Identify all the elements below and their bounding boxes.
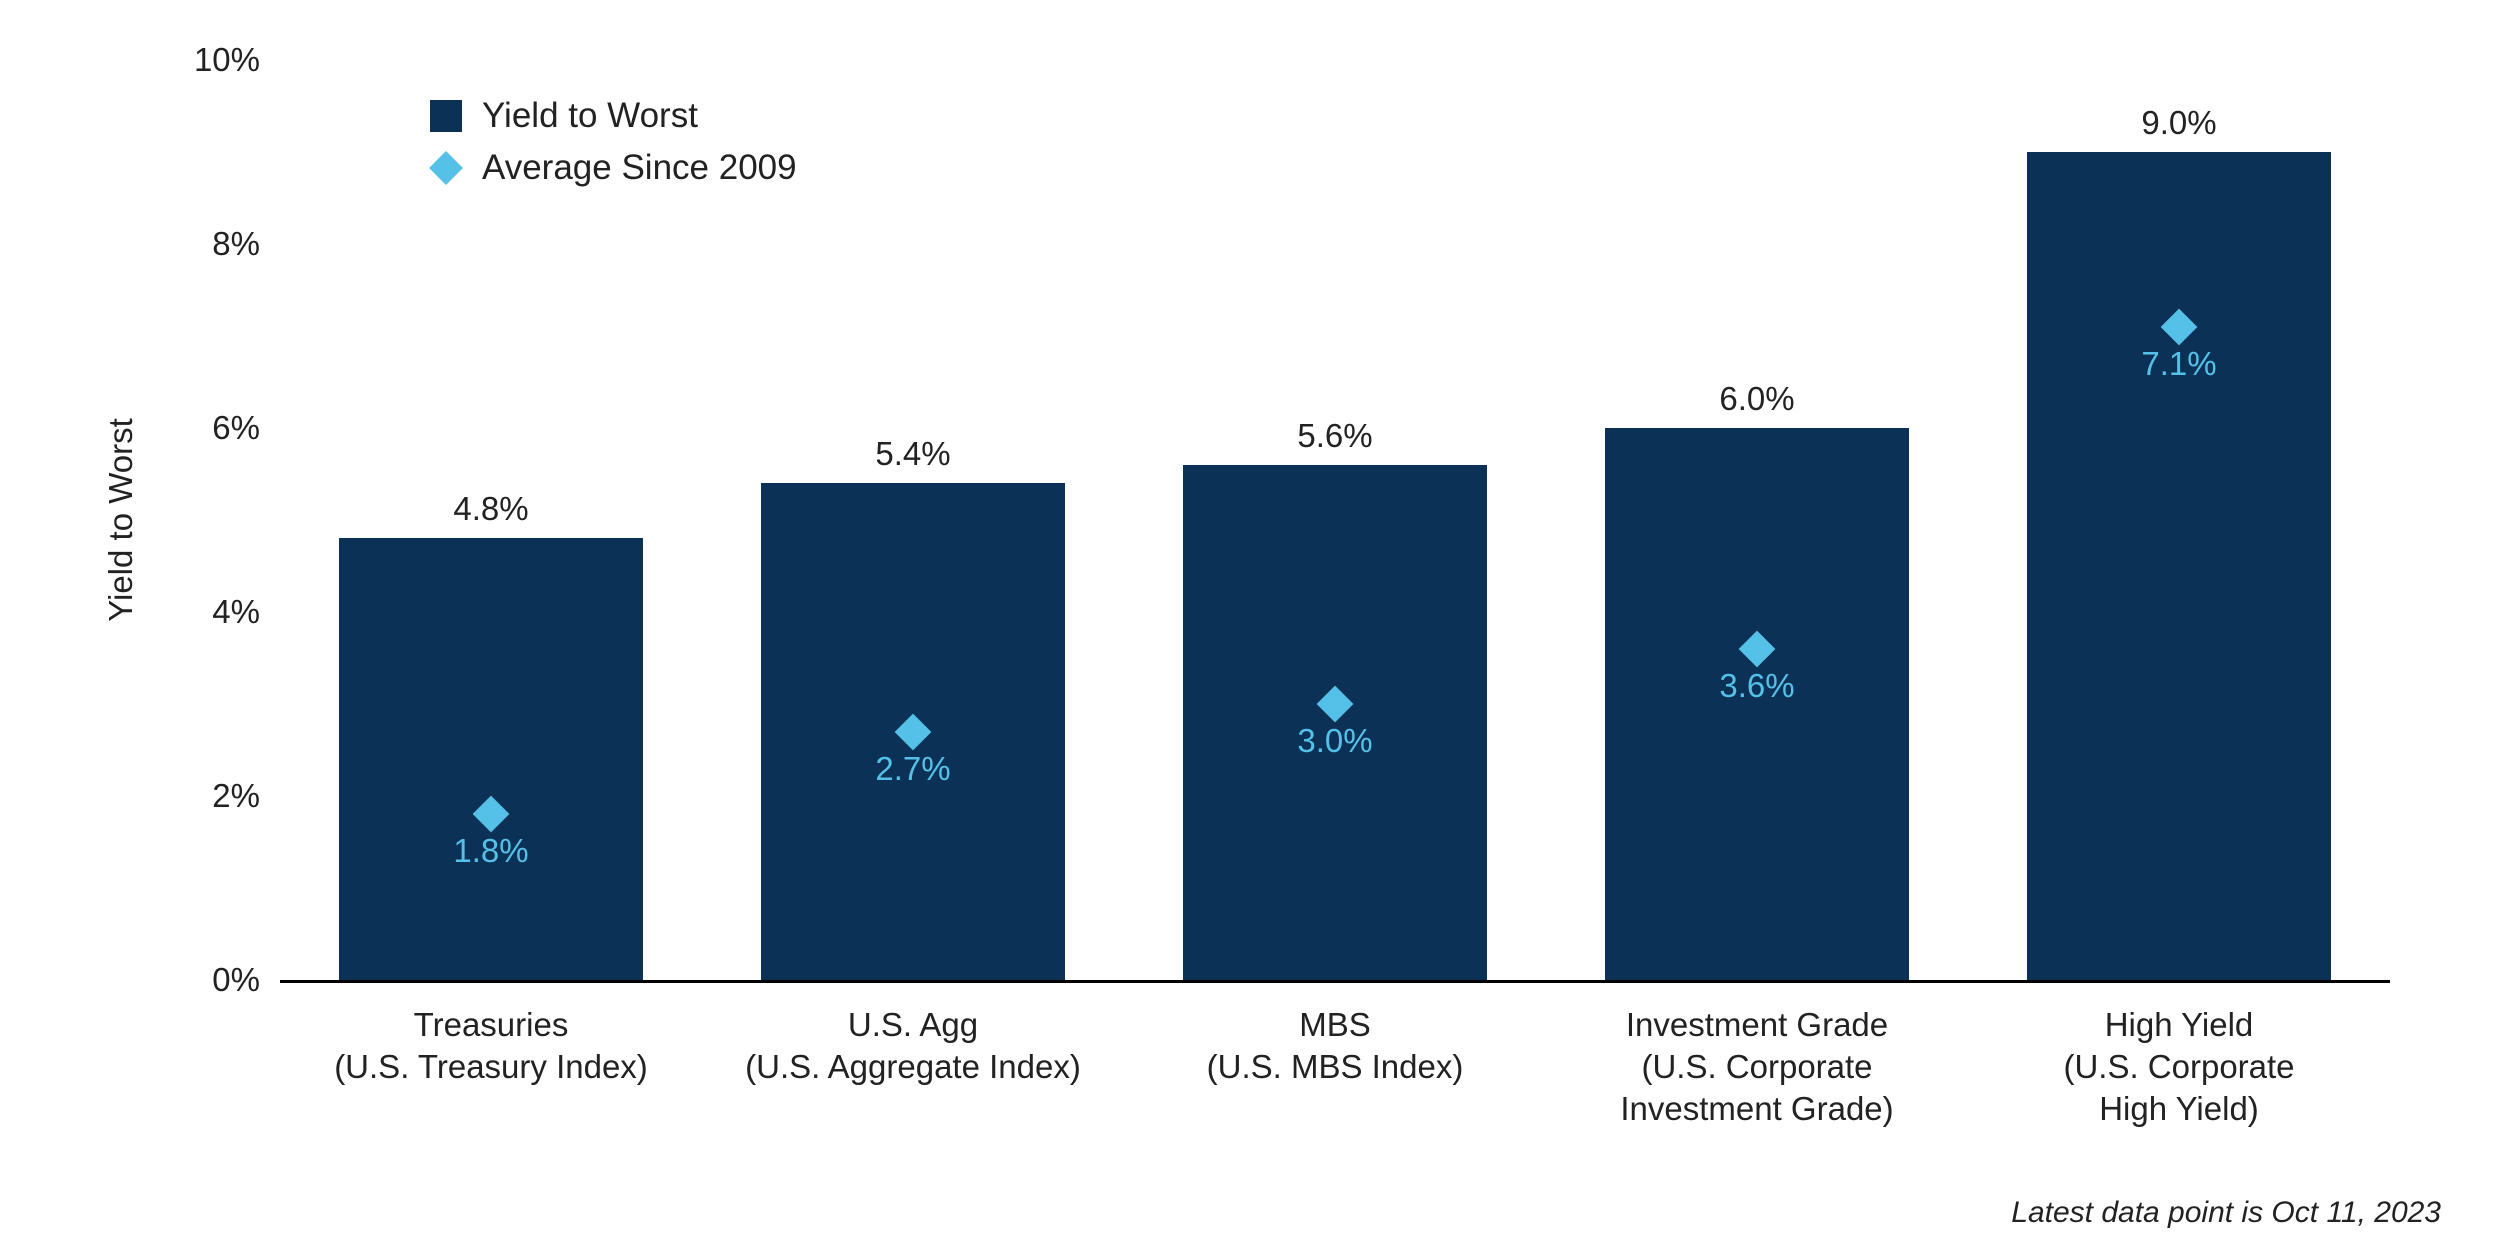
legend-swatch-square-icon <box>430 100 462 132</box>
legend-item: Yield to Worst <box>430 96 797 136</box>
bar <box>2027 152 2331 980</box>
legend-label: Average Since 2009 <box>482 148 797 188</box>
y-tick-label: 4% <box>212 593 260 631</box>
x-category-label: High Yield(U.S. CorporateHigh Yield) <box>1968 1004 2390 1130</box>
legend-swatch-diamond-icon <box>429 151 463 185</box>
chart-footnote: Latest data point is Oct 11, 2023 <box>2011 1196 2441 1230</box>
y-tick-label: 8% <box>212 225 260 263</box>
x-category-label: U.S. Agg(U.S. Aggregate Index) <box>702 1004 1124 1088</box>
avg-marker-label: 3.6% <box>1719 667 1794 705</box>
bar-value-label: 6.0% <box>1719 380 1794 418</box>
x-category-label: Investment Grade(U.S. CorporateInvestmen… <box>1546 1004 1968 1130</box>
yield-chart: Yield to Worst 4.8% 1.8% 5.4% 2.7% 5.6% 3.0% 6… <box>0 0 2501 1250</box>
y-tick-label: 0% <box>212 961 260 999</box>
legend-label: Yield to Worst <box>482 96 698 136</box>
legend-item: Average Since 2009 <box>430 148 797 188</box>
avg-marker-label: 3.0% <box>1297 722 1372 760</box>
x-category-label: Treasuries(U.S. Treasury Index) <box>280 1004 702 1088</box>
avg-marker-label: 7.1% <box>2141 345 2216 383</box>
bar <box>339 538 643 980</box>
x-category-label: MBS(U.S. MBS Index) <box>1124 1004 1546 1088</box>
y-axis-title: Yield to Worst <box>102 418 140 622</box>
x-axis-baseline <box>280 980 2390 983</box>
avg-marker-label: 1.8% <box>453 832 528 870</box>
y-tick-label: 10% <box>194 41 260 79</box>
bar-value-label: 5.4% <box>875 435 950 473</box>
legend: Yield to Worst Average Since 2009 <box>430 96 797 200</box>
y-tick-label: 2% <box>212 777 260 815</box>
bar-value-label: 5.6% <box>1297 417 1372 455</box>
bar-value-label: 9.0% <box>2141 104 2216 142</box>
y-tick-label: 6% <box>212 409 260 447</box>
avg-marker-label: 2.7% <box>875 750 950 788</box>
bar-value-label: 4.8% <box>453 490 528 528</box>
